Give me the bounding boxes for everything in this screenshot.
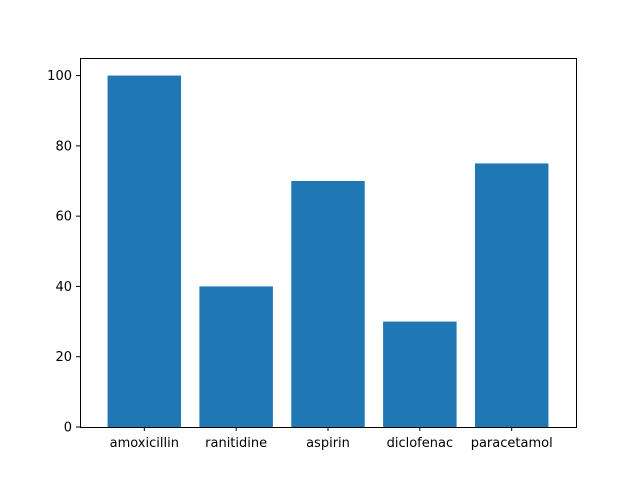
y-tick-label: 100 [47, 69, 72, 84]
x-axis: amoxicillin ranitidine aspirin diclofenac pa… [110, 427, 553, 451]
y-tick-label: 20 [55, 350, 72, 365]
y-tick-label: 80 [55, 139, 72, 154]
bar-amoxicillin [107, 75, 182, 428]
bar-paracetamol [474, 163, 549, 427]
bar-diclofenac [383, 321, 457, 427]
y-tick-label: 0 [64, 421, 72, 436]
x-tick-label: diclofenac [387, 436, 454, 451]
y-tick-label: 40 [55, 280, 72, 295]
x-tick-label: ranitidine [205, 436, 267, 451]
bar-ranitidine [199, 286, 273, 427]
bars-group [107, 75, 549, 428]
y-tick-label: 60 [55, 210, 72, 225]
y-axis: 0 20 40 60 80 100 [47, 69, 80, 436]
x-tick-label: paracetamol [471, 436, 553, 451]
plot-frame [80, 58, 577, 428]
bar-aspirin [291, 181, 365, 427]
x-tick-label: amoxicillin [110, 436, 179, 451]
x-tick-label: aspirin [306, 436, 350, 451]
